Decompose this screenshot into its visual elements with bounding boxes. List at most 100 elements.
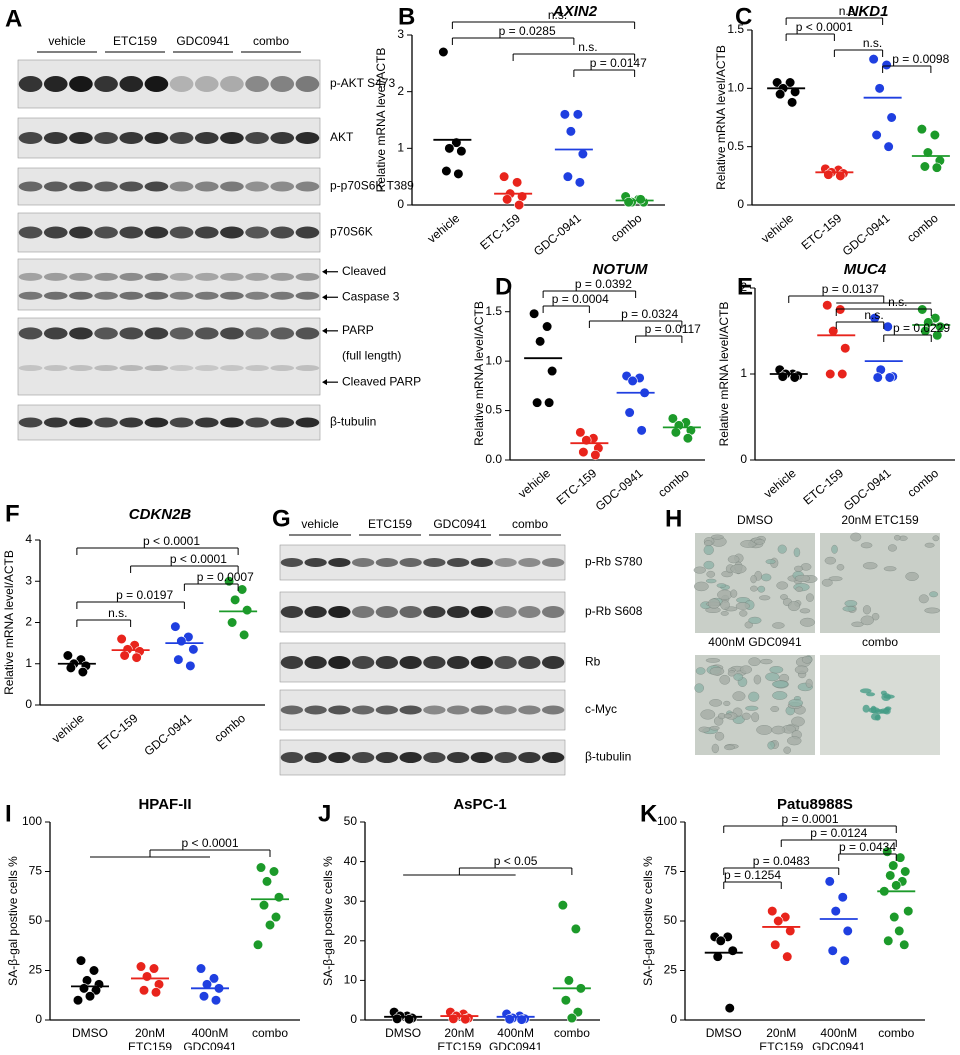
blot-band [328, 558, 351, 567]
cell [771, 725, 786, 735]
blot-band [69, 417, 93, 428]
y-tick-label: 0 [397, 197, 404, 211]
y-tick-label: 1.5 [727, 22, 744, 36]
blot-band [270, 76, 295, 92]
cell [883, 707, 891, 715]
blot-strip [17, 117, 321, 159]
blot-band [94, 226, 118, 239]
image-label: 20nM ETC159 [841, 513, 919, 527]
data-point [441, 165, 452, 177]
data-point [239, 629, 250, 640]
blot-band [43, 226, 68, 239]
data-point [590, 449, 601, 461]
blot-band [220, 272, 244, 281]
y-tick-label: 75 [29, 864, 43, 878]
cell [709, 725, 720, 731]
data-point [563, 975, 574, 986]
blot-band [295, 365, 320, 372]
lane-group-label: combo [253, 34, 289, 48]
comparison-label: n.s. [888, 295, 907, 309]
band-label: (full length) [342, 349, 401, 363]
blot-band [94, 417, 118, 428]
blot-band [245, 365, 269, 372]
y-tick-label: 3 [397, 27, 404, 41]
cell [862, 562, 878, 570]
data-point [544, 397, 555, 408]
data-point [547, 365, 558, 377]
cell [870, 712, 881, 721]
band-label: p-p70S6K T389 [330, 179, 414, 193]
data-point [922, 147, 933, 158]
data-point [116, 633, 127, 645]
y-tick-label: 1.0 [727, 81, 744, 95]
panel-letter: G [272, 505, 291, 532]
blot-band [119, 226, 144, 239]
blot-band [119, 365, 144, 372]
blot-band [518, 558, 541, 567]
blot-band [399, 656, 422, 669]
cell [700, 709, 716, 720]
blot-band [245, 417, 269, 428]
data-point [667, 413, 678, 424]
cell [887, 544, 897, 552]
blot-band [144, 365, 169, 372]
y-tick-label: 2 [740, 280, 747, 294]
blot-band [304, 606, 327, 618]
data-point [499, 171, 510, 182]
comparison-label: n.s. [578, 40, 597, 54]
cell [842, 605, 856, 612]
comparison-label: p = 0.0229 [893, 321, 950, 335]
cell [703, 560, 715, 570]
data-point [230, 594, 241, 605]
comparison-label: p = 0.0392 [575, 277, 632, 291]
y-tick-label: 1 [397, 141, 404, 155]
blot-band [518, 705, 541, 715]
cell [705, 658, 721, 663]
data-point [574, 177, 585, 188]
cell [905, 571, 919, 581]
cell [730, 589, 738, 598]
blot-band [423, 656, 446, 669]
y-axis-label: SA-β-gal postive cells % [641, 856, 655, 986]
blot-band [144, 417, 169, 428]
data-point [827, 945, 838, 956]
blot-band [245, 76, 269, 92]
blot-band [446, 752, 470, 763]
cell [787, 736, 802, 746]
data-point [785, 77, 796, 88]
blot-band [541, 656, 565, 669]
comparison-label: p = 0.0001 [781, 812, 838, 826]
y-axis-label: SA-β-gal postive cells % [6, 856, 20, 986]
band-label: c-Myc [585, 702, 617, 716]
panel-letter: B [398, 3, 415, 30]
cell [727, 555, 740, 564]
image-label: DMSO [737, 513, 773, 527]
data-point [514, 199, 525, 211]
blot-band [375, 752, 399, 763]
data-point [883, 141, 894, 152]
data-point [268, 866, 280, 877]
data-point [572, 109, 583, 120]
blot-band [304, 558, 327, 567]
blot-band [245, 291, 269, 300]
comparison-label: p = 0.0117 [645, 322, 701, 336]
cell [772, 691, 788, 700]
blot-band [18, 76, 43, 92]
cell [871, 612, 880, 621]
cell [711, 534, 724, 540]
blot-band [280, 656, 304, 669]
cell [750, 585, 758, 592]
blot-band [194, 365, 219, 372]
cell [801, 655, 813, 664]
data-point [502, 194, 513, 205]
blot-band [270, 181, 295, 192]
cell [805, 593, 814, 602]
blot-band [220, 291, 244, 300]
data-point [839, 955, 850, 966]
data-point [882, 321, 893, 332]
data-point [623, 197, 634, 208]
cell [821, 578, 833, 587]
blot-band [144, 327, 169, 340]
comparison-label: n.s. [548, 8, 567, 22]
cell [735, 602, 750, 610]
